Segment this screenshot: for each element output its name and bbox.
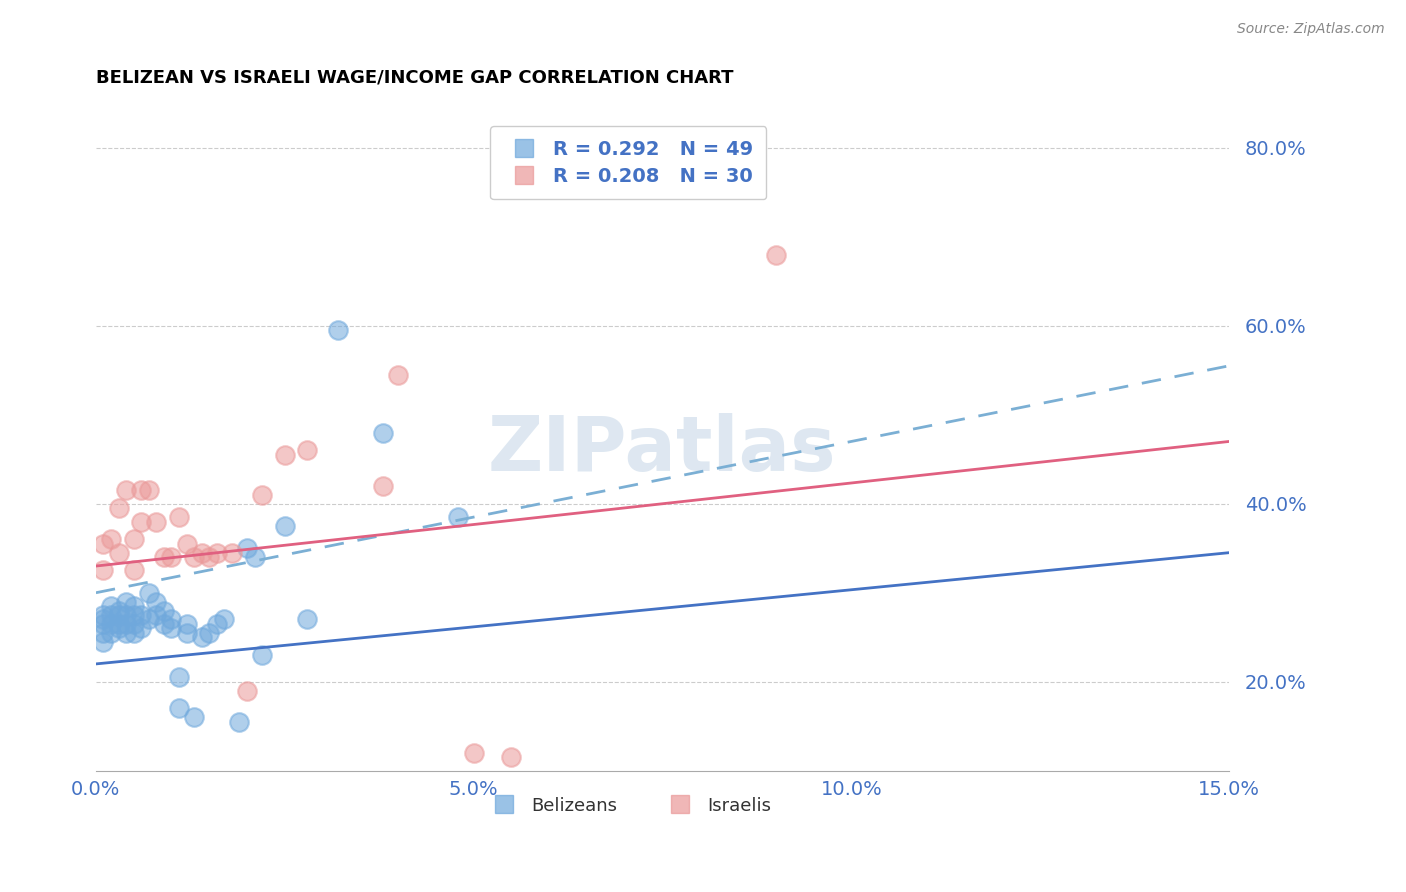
Point (160, 621, 183, 635)
Text: ZIPatlas: ZIPatlas (488, 413, 837, 487)
Legend: Belizeans, Israelis: Belizeans, Israelis (478, 789, 779, 822)
Point (138, 612, 160, 626)
Point (160, 612, 183, 626)
Point (93, 564, 115, 578)
Point (274, 519, 297, 533)
Text: BELIZEAN VS ISRAELI WAGE/INCOME GAP CORRELATION CHART: BELIZEAN VS ISRAELI WAGE/INCOME GAP CORR… (96, 69, 734, 87)
Point (122, 564, 145, 578)
Point (93, 616, 115, 631)
Point (176, 616, 198, 631)
Point (107, 607, 129, 622)
Point (107, 546, 129, 560)
Point (371, 425, 394, 440)
Point (107, 603, 129, 617)
Point (107, 501, 129, 516)
Point (221, 546, 243, 560)
Point (153, 550, 176, 565)
Point (129, 621, 152, 635)
Point (122, 616, 145, 631)
Point (129, 607, 152, 622)
Point (250, 488, 273, 502)
Point (167, 701, 190, 715)
Point (115, 616, 138, 631)
Point (93, 634, 115, 648)
Point (93, 625, 115, 640)
Point (93, 537, 115, 551)
Point (274, 448, 297, 462)
Point (107, 616, 129, 631)
Point (297, 443, 319, 458)
Point (100, 616, 122, 631)
Point (138, 586, 160, 600)
Point (145, 594, 167, 608)
Point (190, 546, 212, 560)
Point (198, 550, 221, 565)
Point (107, 621, 129, 635)
Point (236, 683, 259, 698)
Point (100, 625, 122, 640)
Point (122, 625, 145, 640)
Point (176, 537, 198, 551)
Point (447, 510, 470, 524)
Point (115, 607, 138, 622)
Point (115, 625, 138, 640)
Point (122, 607, 145, 622)
Point (115, 483, 138, 498)
Point (145, 515, 167, 529)
Point (198, 625, 221, 640)
Point (115, 594, 138, 608)
Point (326, 323, 349, 337)
Point (765, 247, 787, 261)
Point (183, 710, 205, 724)
Point (153, 616, 176, 631)
Point (129, 515, 152, 529)
Point (93, 607, 115, 622)
Point (501, 750, 523, 764)
Point (100, 599, 122, 613)
Point (297, 612, 319, 626)
Point (100, 607, 122, 622)
Point (387, 368, 409, 382)
Point (205, 616, 228, 631)
Point (93, 612, 115, 626)
Point (250, 648, 273, 662)
Point (167, 510, 190, 524)
Point (176, 625, 198, 640)
Point (205, 546, 228, 560)
Point (100, 533, 122, 547)
Point (160, 550, 183, 565)
Point (183, 550, 205, 565)
Text: Source: ZipAtlas.com: Source: ZipAtlas.com (1237, 22, 1385, 37)
Point (122, 533, 145, 547)
Point (122, 599, 145, 613)
Point (153, 603, 176, 617)
Point (190, 630, 212, 644)
Point (463, 746, 485, 760)
Point (371, 479, 394, 493)
Point (236, 541, 259, 556)
Point (167, 670, 190, 684)
Point (129, 483, 152, 498)
Point (145, 607, 167, 622)
Point (243, 550, 266, 565)
Point (138, 483, 160, 498)
Point (228, 714, 250, 729)
Point (214, 612, 236, 626)
